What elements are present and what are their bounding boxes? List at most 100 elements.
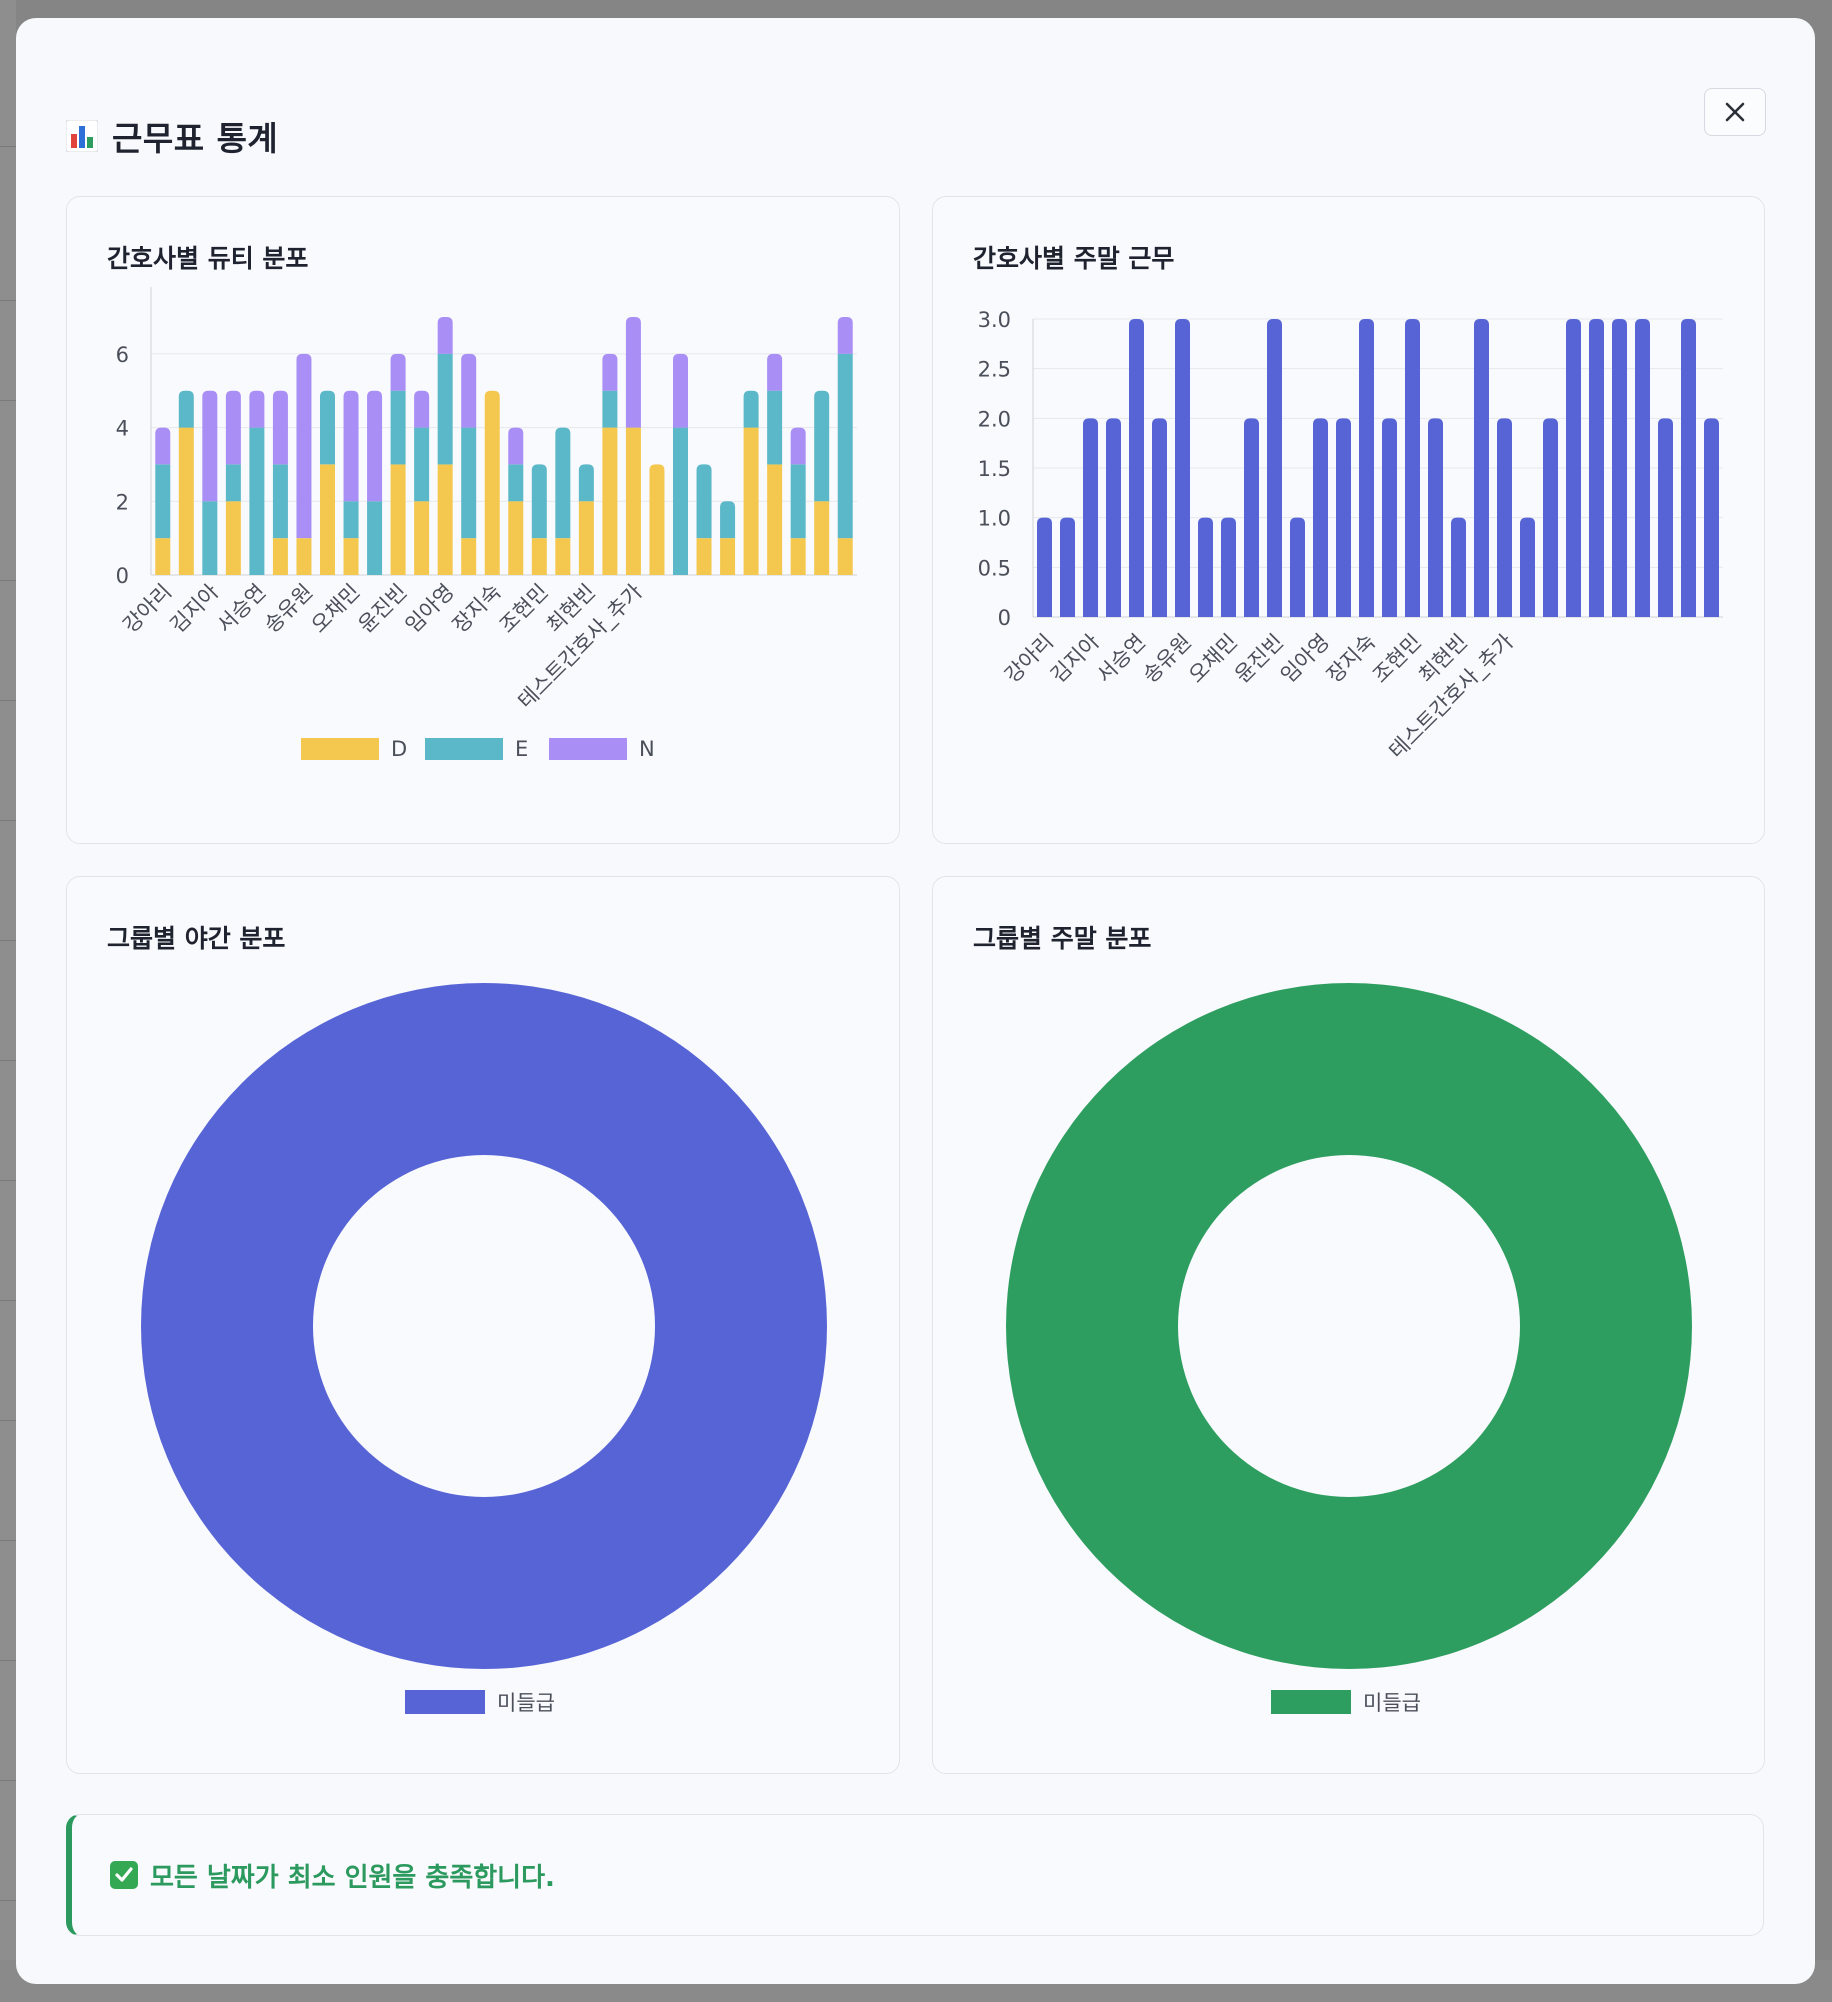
background-divider	[0, 820, 16, 821]
background-divider	[0, 1420, 16, 1421]
modal-header: 근무표 통계	[66, 96, 278, 176]
weekend-bar	[1681, 319, 1696, 617]
duty-bar-segment-D	[461, 538, 477, 575]
background-divider	[0, 1900, 16, 1901]
duty-bar-segment-N	[767, 353, 783, 391]
duty-bar-segment-E	[720, 501, 736, 539]
duty-bar-segment-N	[414, 390, 430, 428]
duty-bar-segment-D	[178, 427, 194, 575]
close-button[interactable]	[1704, 88, 1766, 136]
duty-bar-segment-N	[225, 390, 241, 465]
x-tick-label: 조현민	[1368, 630, 1426, 688]
duty-bar-segment-E	[602, 390, 618, 428]
y-tick-label: 2.5	[978, 358, 1011, 382]
duty-bar-segment-D	[555, 538, 571, 575]
duty-bar-segment-D	[508, 501, 524, 575]
background-divider	[0, 580, 16, 581]
duty-bar-segment-E	[743, 390, 759, 428]
y-tick-label: 1.5	[978, 457, 1011, 481]
duty-bar-segment-D	[814, 501, 830, 575]
y-tick-label: 4	[116, 417, 129, 441]
duty-bar-segment-D	[743, 427, 759, 575]
weekend-bar	[1175, 319, 1190, 617]
duty-bar-segment-N	[155, 427, 171, 465]
x-tick-label: 윤진빈	[1230, 630, 1288, 688]
duty-bar-segment-N	[508, 427, 524, 465]
y-tick-label: 6	[116, 343, 129, 367]
duty-chart-title: 간호사별 듀티 분포	[107, 244, 309, 273]
weekend-bar	[1566, 319, 1581, 617]
weekend-bar	[1152, 418, 1167, 617]
x-tick-label: 강아리	[118, 580, 176, 638]
duty-bar-segment-E	[814, 390, 830, 502]
legend-swatch-E	[425, 738, 503, 760]
legend-swatch-N	[549, 738, 627, 760]
duty-bar-segment-E	[249, 427, 265, 575]
x-tick-label: 임아영	[401, 580, 459, 638]
weekend-chart-title: 간호사별 주말 근무	[973, 244, 1175, 273]
legend-label-N: N	[639, 737, 655, 761]
check-box-icon	[110, 1861, 138, 1889]
y-tick-label: 0	[116, 564, 129, 588]
y-tick-label: 2	[116, 490, 129, 514]
x-tick-label: 오채민	[307, 580, 365, 638]
close-icon	[1725, 102, 1745, 122]
duty-bar-segment-E	[367, 501, 383, 575]
status-message: 모든 날짜가 최소 인원을 충족합니다.	[150, 1862, 555, 1893]
duty-bar-segment-D	[155, 538, 171, 575]
weekend-work-chart: 0 0.5 1.0 1.5 2.0 2.5 3.0 강아리김지아서승연송유원오채민윤진빈임아영…	[978, 308, 1723, 764]
weekend-bar	[1589, 319, 1604, 617]
x-tick-label: 윤진빈	[354, 580, 412, 638]
weekend-bar	[1267, 319, 1282, 617]
weekend-bar	[1244, 418, 1259, 617]
modal-title: 근무표 통계	[112, 119, 279, 158]
duty-bar-segment-E	[414, 427, 430, 502]
duty-bar-segment-D	[767, 464, 783, 575]
background-divider	[0, 400, 16, 401]
duty-bar-segment-E	[531, 464, 547, 539]
legend-swatch	[1271, 1690, 1351, 1714]
duty-bar-segment-D	[437, 464, 453, 575]
weekend-group-chart-title: 그룹별 주말 분포	[973, 924, 1152, 953]
duty-bar-segment-D	[625, 427, 641, 575]
legend-swatch-D	[301, 738, 379, 760]
legend-swatch	[405, 1690, 485, 1714]
background-divider	[0, 146, 16, 147]
duty-bar-segment-D	[602, 427, 618, 575]
duty-bar-segment-D	[649, 464, 665, 575]
legend-label-E: E	[515, 737, 528, 761]
duty-bar-segment-D	[225, 501, 241, 575]
x-tick-label: 김지아	[1046, 630, 1104, 688]
x-tick-label: 송유원	[1138, 630, 1196, 688]
y-tick-label: 1.0	[978, 507, 1011, 531]
duty-bar-segment-E	[437, 353, 453, 465]
duty-bar-segment-D	[720, 538, 736, 575]
weekend-bar	[1704, 418, 1719, 617]
duty-distribution-card: 간호사별 듀티 분포 0 2 4 6 강아리 김지아 서승연 송유원 오채민 윤진빈 임아영 장지숙 조…	[66, 196, 900, 844]
weekend-bar	[1336, 418, 1351, 617]
background-divider	[0, 1300, 16, 1301]
duty-bar-segment-D	[320, 464, 335, 575]
duty-bar-segment-E	[696, 464, 712, 539]
background-left-strip	[0, 0, 16, 2002]
background-divider	[0, 1780, 16, 1781]
y-tick-label: 0.5	[978, 556, 1011, 580]
duty-bar-segment-D	[296, 538, 312, 575]
duty-bar-segment-D	[272, 538, 288, 575]
duty-bar-segment-E	[390, 390, 406, 465]
weekend-bar	[1221, 517, 1236, 617]
duty-bar-segment-D	[531, 538, 547, 575]
legend-label: 미들급	[497, 1691, 555, 1715]
x-tick-label: 서승연	[212, 580, 270, 638]
x-tick-label: 강아리	[1000, 630, 1058, 688]
weekend-bar	[1405, 319, 1420, 617]
legend-label-D: D	[391, 737, 407, 761]
x-tick-label: 임아영	[1276, 630, 1334, 688]
duty-bar-segment-E	[508, 464, 524, 502]
donut-slice-1	[1006, 983, 1692, 1669]
y-tick-label: 0	[998, 606, 1011, 630]
background-divider	[0, 1540, 16, 1541]
duty-bar-segment-E	[461, 427, 477, 539]
weekend-group-chart: 미들급	[1006, 983, 1692, 1715]
weekend-bar	[1520, 517, 1535, 617]
